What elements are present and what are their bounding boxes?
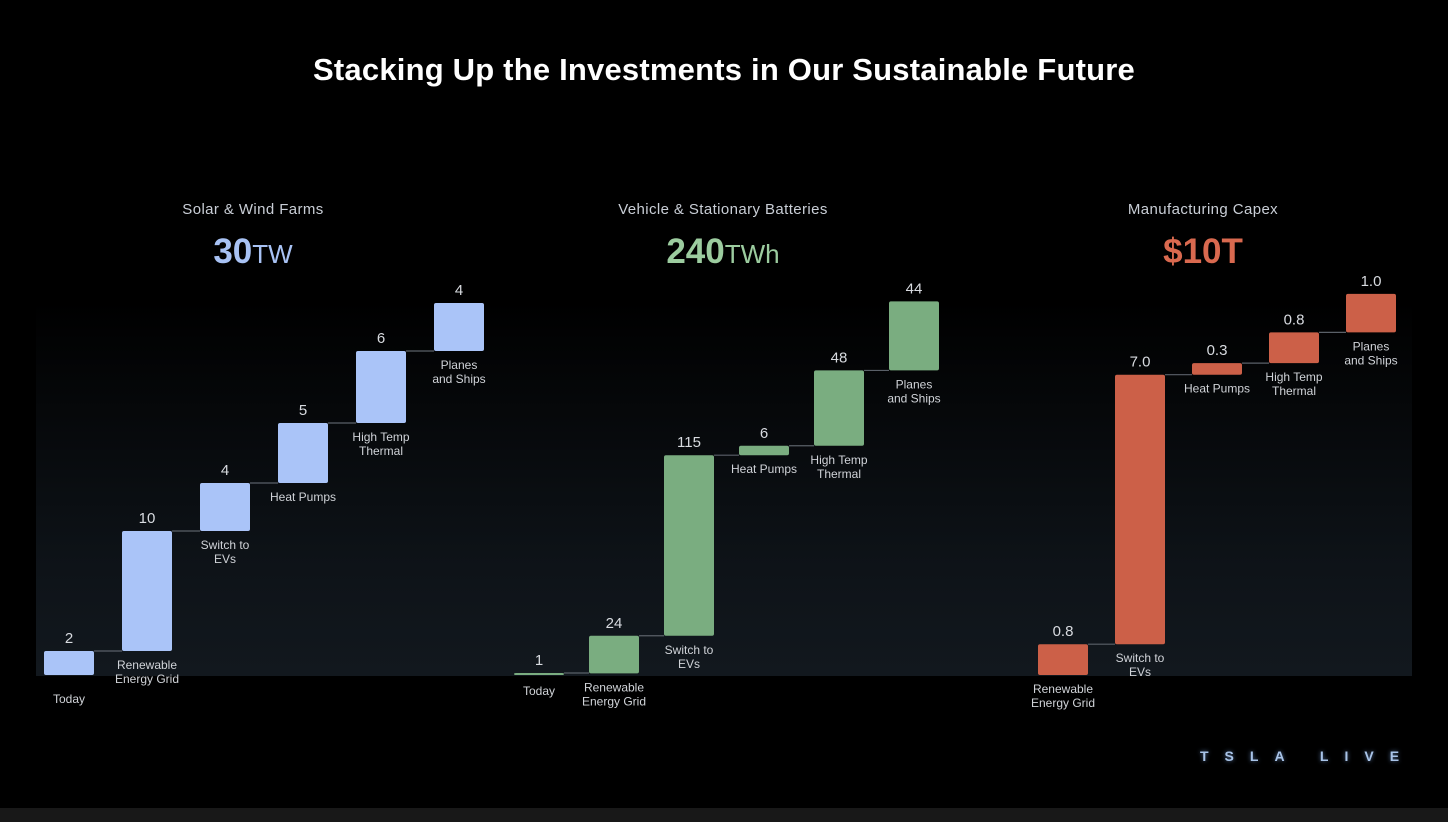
- value-label-solar-0: 2: [65, 630, 73, 647]
- category-label-solar-3: Heat Pumps: [270, 490, 336, 504]
- category-label-batteries-1: Renewable Energy Grid: [582, 680, 646, 708]
- chart-subtitle-solar: Solar & Wind Farms: [182, 201, 324, 218]
- chart-subtitle-capex: Manufacturing Capex: [1127, 201, 1279, 218]
- category-label-solar-5: Planes and Ships: [432, 358, 485, 386]
- bar-solar-5: [434, 303, 484, 351]
- bar-capex-1: [1115, 374, 1165, 645]
- value-label-solar-3: 5: [299, 402, 307, 419]
- bar-solar-4: [356, 351, 406, 423]
- value-label-batteries-1: 24: [606, 615, 623, 632]
- category-label-batteries-3: Heat Pumps: [731, 462, 797, 476]
- value-label-solar-4: 6: [377, 330, 385, 347]
- bar-capex-3: [1269, 332, 1319, 364]
- brand-logo: TSLA LIVE: [1200, 748, 1416, 764]
- category-label-solar-4: High Temp Thermal: [352, 430, 409, 458]
- chart-subtitle-batteries: Vehicle & Stationary Batteries: [618, 201, 828, 218]
- bar-capex-2: [1192, 363, 1242, 375]
- category-label-capex-3: High Temp Thermal: [1265, 370, 1322, 398]
- bar-solar-1: [122, 531, 172, 651]
- chart-header-solar: Solar & Wind Farms 30TW: [53, 201, 453, 272]
- value-label-solar-2: 4: [221, 462, 229, 479]
- chart-total-value-capex: $10T: [1163, 232, 1243, 271]
- bar-solar-3: [278, 423, 328, 483]
- bar-solar-0: [44, 651, 94, 675]
- chart-capex: 0.8 Renewable Energy Grid 7.0 Switch to EVs 0.…: [1031, 273, 1398, 710]
- value-label-capex-4: 1.0: [1361, 273, 1382, 290]
- bar-solar-2: [200, 483, 250, 531]
- category-label-batteries-0: Today: [523, 684, 555, 698]
- category-label-solar-2: Switch to EVs: [201, 538, 250, 566]
- bottom-strip: [0, 808, 1448, 822]
- value-label-solar-5: 4: [455, 282, 463, 299]
- category-label-capex-2: Heat Pumps: [1184, 382, 1250, 396]
- value-label-batteries-4: 48: [831, 349, 848, 366]
- category-label-capex-1: Switch to EVs: [1116, 651, 1165, 679]
- category-label-solar-0: Today: [53, 692, 85, 706]
- category-label-capex-0: Renewable Energy Grid: [1031, 682, 1095, 710]
- value-label-capex-1: 7.0: [1130, 354, 1151, 371]
- chart-solar: 2 Today 10 Renewable Energy Grid 4 Switch to EV…: [44, 282, 486, 706]
- category-label-batteries-2: Switch to EVs: [665, 643, 714, 671]
- bar-batteries-3: [739, 445, 789, 456]
- chart-total-unit-batteries: TWh: [724, 239, 780, 269]
- bar-batteries-0: [514, 673, 564, 675]
- value-label-batteries-2: 115: [677, 434, 701, 451]
- value-label-batteries-3: 6: [760, 425, 768, 442]
- chart-total-value-batteries: 240: [666, 232, 725, 271]
- category-label-batteries-5: Planes and Ships: [887, 377, 940, 405]
- bar-batteries-1: [589, 635, 639, 674]
- value-label-capex-3: 0.8: [1284, 311, 1305, 328]
- chart-total-unit-solar: TW: [252, 239, 293, 269]
- value-label-capex-2: 0.3: [1207, 342, 1228, 359]
- bar-capex-4: [1346, 293, 1396, 333]
- value-label-batteries-0: 1: [535, 652, 543, 669]
- bar-capex-0: [1038, 644, 1088, 675]
- bar-batteries-4: [814, 370, 864, 446]
- chart-total-capex: $10T: [1003, 232, 1403, 272]
- bar-batteries-2: [664, 455, 714, 636]
- value-label-solar-1: 10: [139, 510, 156, 527]
- chart-header-batteries: Vehicle & Stationary Batteries 240TWh: [523, 201, 923, 272]
- chart-header-capex: Manufacturing Capex $10T: [1003, 201, 1403, 272]
- chart-background-glow: [36, 300, 1412, 676]
- category-label-batteries-4: High Temp Thermal: [810, 453, 867, 481]
- page-title: Stacking Up the Investments in Our Susta…: [313, 52, 1135, 87]
- chart-total-solar: 30TW: [53, 232, 453, 272]
- category-label-solar-1: Renewable Energy Grid: [115, 658, 179, 686]
- chart-total-value-solar: 30: [213, 232, 253, 271]
- value-label-batteries-5: 44: [906, 280, 923, 297]
- chart-total-batteries: 240TWh: [523, 232, 923, 272]
- bar-batteries-5: [889, 301, 939, 371]
- value-label-capex-0: 0.8: [1053, 623, 1074, 640]
- chart-batteries: 1 Today 24 Renewable Energy Grid 115 Switch to…: [514, 280, 941, 708]
- category-label-capex-4: Planes and Ships: [1344, 339, 1397, 367]
